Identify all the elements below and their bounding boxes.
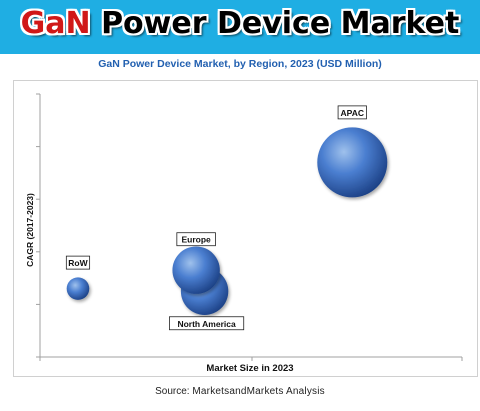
y-axis-label: CAGR (2017-2023) (25, 193, 35, 267)
page-title: GaN Power Device Market (0, 6, 480, 41)
label-north-america: North America (177, 319, 236, 329)
bubbles (66, 127, 388, 315)
label-box-row (65, 255, 91, 270)
chart-area (13, 80, 478, 377)
source-note: Source: MarketsandMarkets Analysis (0, 386, 480, 397)
label-box-north-america (169, 316, 245, 331)
axes (36, 93, 463, 361)
bubble-labels: RoW North America Europe APAC (65, 105, 367, 331)
x-axis-label: Market Size in 2023 (206, 363, 293, 374)
chart-title: GaN Power Device Market, by Region, 2023… (98, 58, 382, 70)
source-name: MarketsandMarkets Analysis (192, 386, 325, 397)
label-box-europe (176, 232, 216, 247)
bubble-europe (172, 246, 220, 294)
label-apac: APAC (341, 108, 364, 118)
label-box-apac (337, 105, 367, 120)
title-banner: GaN Power Device Market (0, 0, 480, 54)
title-rest: Power Device Market (90, 6, 460, 41)
bubble-row (66, 277, 90, 300)
bubble-apac (317, 127, 388, 198)
source-label: Source: (155, 386, 190, 397)
label-row: RoW (68, 258, 88, 268)
title-prefix: GaN (20, 6, 91, 41)
label-europe: Europe (181, 235, 211, 245)
